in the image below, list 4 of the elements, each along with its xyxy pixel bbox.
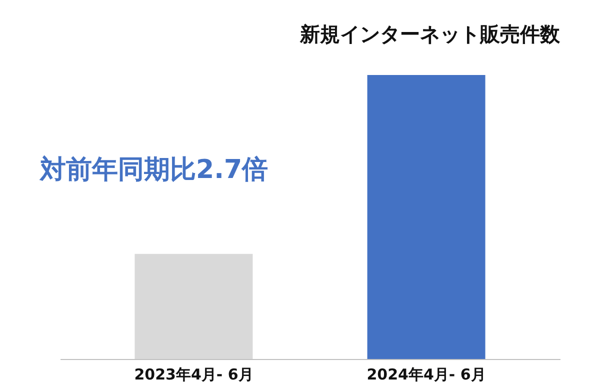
annotation: 対前年同期比2.7倍: [39, 155, 268, 185]
chart-title: 新規インターネット販売件数: [299, 22, 561, 46]
x-tick-label: 2023年4月- 6月: [134, 366, 254, 384]
x-tick-label: 2024年4月- 6月: [366, 366, 486, 384]
